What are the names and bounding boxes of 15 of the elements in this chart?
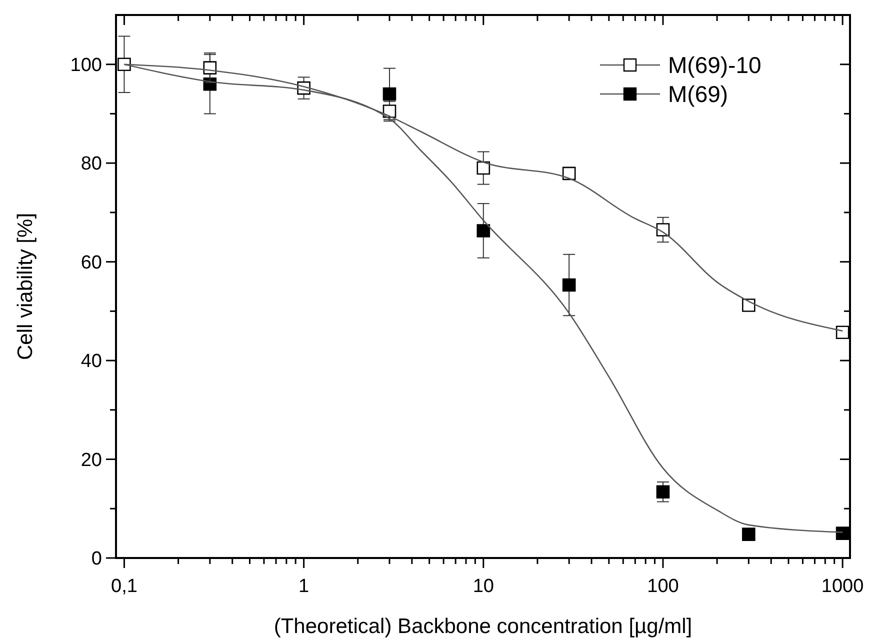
x-tick-label: 0,1 <box>111 576 138 597</box>
y-tick-label: 20 <box>80 450 102 471</box>
x-tick-label: 1 <box>298 576 310 597</box>
x-tick-label: 1000 <box>821 576 864 597</box>
legend-label: M(69) <box>668 81 728 108</box>
legend-label: M(69)-10 <box>668 52 762 78</box>
y-tick-label: 100 <box>70 55 102 76</box>
y-tick-label: 80 <box>80 154 102 175</box>
y-tick-label: 0 <box>91 548 102 570</box>
y-axis-title: Cell viability [%] <box>14 212 37 360</box>
x-axis-title: (Theoretical) Backbone concentration [µg/ml] <box>274 615 692 638</box>
x-tick-label: 100 <box>647 576 679 597</box>
y-tick-label: 60 <box>80 252 102 274</box>
y-tick-label: 40 <box>80 351 102 372</box>
x-tick-label: 10 <box>472 576 494 597</box>
